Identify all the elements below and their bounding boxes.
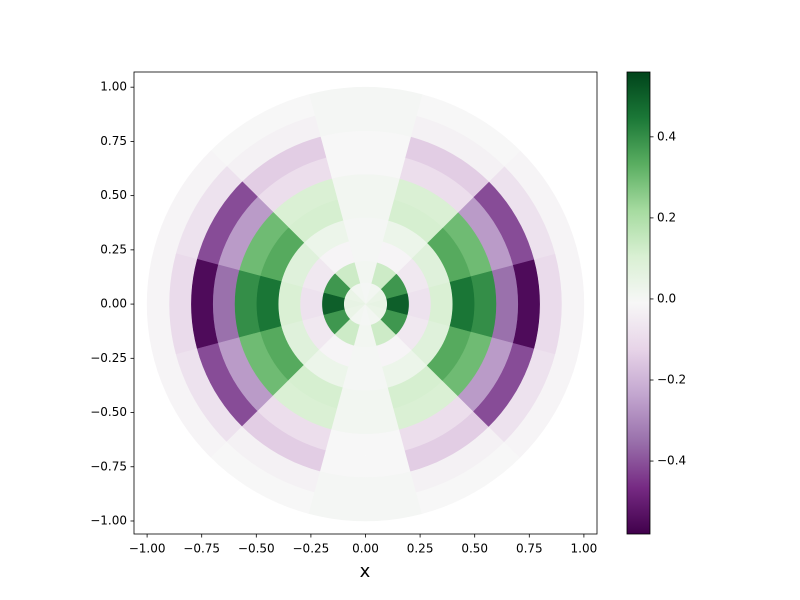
heat-cell (348, 238, 383, 263)
y-tick-label: −0.50 (90, 405, 127, 419)
heat-cell (234, 270, 261, 339)
heat-cell (504, 354, 577, 458)
heat-cell (342, 366, 389, 392)
x-tick-label: 0.25 (407, 542, 434, 556)
colorbar-tick-label: 0.2 (657, 210, 676, 224)
heat-cell (348, 345, 383, 370)
y-tick-label: 1.00 (100, 80, 127, 94)
heat-cell (277, 281, 303, 327)
heat-cell (407, 286, 432, 322)
x-tick-label: 0.75 (516, 542, 543, 556)
colorbar-tick-label: 0.4 (657, 129, 676, 143)
heat-cell (449, 275, 475, 333)
heat-cell (299, 286, 324, 322)
y-tick-label: −0.25 (90, 351, 127, 365)
y-tick-label: 0.25 (100, 242, 127, 256)
heat-cell (336, 387, 395, 413)
x-tick-label: −0.50 (238, 542, 275, 556)
heat-cell (256, 275, 282, 333)
x-tick-label: −0.75 (183, 542, 220, 556)
y-tick-label: −1.00 (90, 513, 127, 527)
y-tick-label: 0.50 (100, 188, 127, 202)
x-tick-label: −0.25 (293, 542, 330, 556)
x-tick-label: −1.00 (129, 542, 166, 556)
y-tick-label: 0.00 (100, 297, 127, 311)
y-tick-label: 0.75 (100, 134, 127, 148)
colorbar (626, 71, 651, 535)
x-axis-label: x (360, 561, 371, 582)
x-tick-label: 0.00 (352, 542, 379, 556)
heatmap (146, 86, 585, 522)
x-tick-label: 0.50 (461, 542, 488, 556)
colorbar-tick-label: 0.0 (657, 291, 676, 305)
colorbar-tick-label: −0.4 (657, 454, 686, 468)
y-tick-label: −0.75 (90, 459, 127, 473)
heat-cell (428, 281, 454, 327)
heat-cell (331, 173, 400, 200)
heat-cell (342, 217, 389, 242)
heat-cell (331, 408, 400, 435)
colorbar-tick-label: −0.2 (657, 373, 686, 387)
heat-cell (470, 270, 497, 339)
x-tick-label: 1.00 (571, 542, 598, 556)
heat-cell (336, 195, 395, 221)
